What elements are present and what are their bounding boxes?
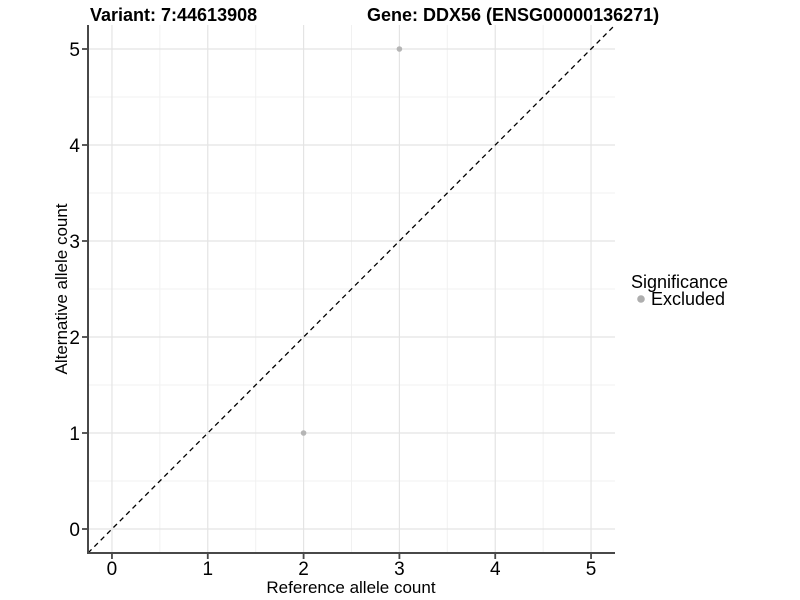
- data-points: [300, 46, 403, 436]
- gridlines-minor: [88, 25, 615, 553]
- x-tick-label: 0: [107, 559, 118, 580]
- legend-excluded-circle-icon: [637, 295, 645, 303]
- y-tick-label: 3: [69, 232, 80, 253]
- legend: Significance Excluded: [631, 272, 728, 309]
- y-axis-title: Alternative allele count: [52, 203, 71, 374]
- identity-dashed-line: [87, 24, 616, 554]
- x-tick-label: 5: [586, 559, 597, 580]
- reference-line-y-equals-x: [87, 24, 616, 554]
- legend-item-label: Excluded: [651, 289, 725, 309]
- plot-title-variant: Variant: 7:44613908: [90, 5, 257, 25]
- x-tick-label: 2: [298, 559, 309, 580]
- gridlines-major: [88, 25, 615, 553]
- scatter-point: [396, 46, 403, 52]
- x-tick-label: 1: [202, 559, 213, 580]
- x-tick-labels: 0 1 2 3 4 5: [107, 559, 597, 580]
- y-tick-label: 2: [69, 328, 80, 349]
- x-tick-label: 3: [394, 559, 405, 580]
- x-tick-label: 4: [490, 559, 501, 580]
- y-tick-label: 0: [69, 520, 80, 541]
- y-tick-label: 1: [69, 424, 80, 445]
- y-tick-labels: 0 1 2 3 4 5: [69, 40, 80, 541]
- y-tick-label: 4: [69, 136, 80, 157]
- x-axis-title: Reference allele count: [266, 578, 435, 597]
- plot-title-gene: Gene: DDX56 (ENSG00000136271): [367, 5, 659, 25]
- y-tick-label: 5: [69, 40, 80, 61]
- legend-title: Significance: [631, 272, 728, 292]
- axis-tick-marks: [82, 48, 592, 559]
- scatter-point: [300, 430, 307, 436]
